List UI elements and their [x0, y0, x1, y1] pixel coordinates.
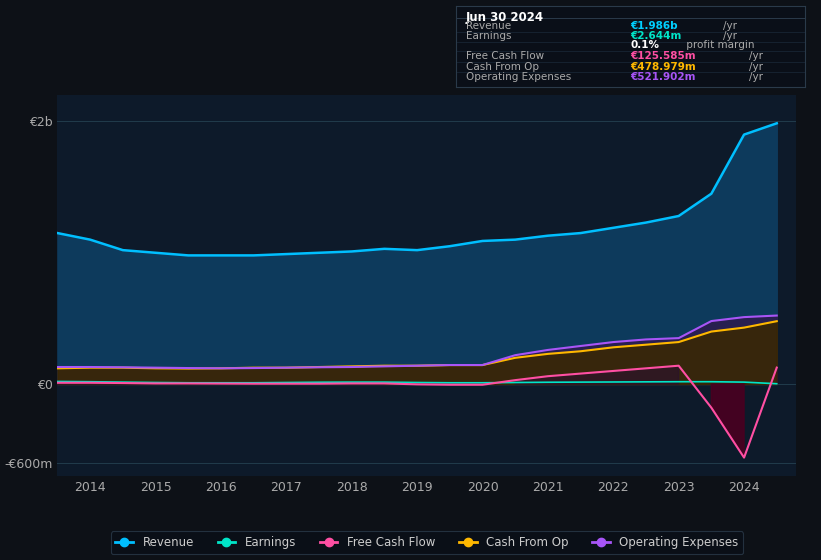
Text: Revenue: Revenue: [466, 21, 511, 31]
Text: /yr: /yr: [750, 72, 764, 82]
Text: 0.1%: 0.1%: [631, 40, 659, 50]
Text: profit margin: profit margin: [683, 40, 754, 50]
Text: Operating Expenses: Operating Expenses: [466, 72, 571, 82]
Text: €2.644m: €2.644m: [631, 31, 681, 41]
Text: /yr: /yr: [723, 31, 737, 41]
Text: Jun 30 2024: Jun 30 2024: [466, 11, 544, 24]
Text: €1.986b: €1.986b: [631, 21, 678, 31]
Text: Free Cash Flow: Free Cash Flow: [466, 51, 544, 61]
Text: Earnings: Earnings: [466, 31, 511, 41]
Text: /yr: /yr: [723, 21, 737, 31]
Text: Cash From Op: Cash From Op: [466, 62, 539, 72]
Text: /yr: /yr: [750, 51, 764, 61]
Text: /yr: /yr: [750, 62, 764, 72]
Text: €521.902m: €521.902m: [631, 72, 695, 82]
Text: €125.585m: €125.585m: [631, 51, 695, 61]
Text: €478.979m: €478.979m: [631, 62, 696, 72]
Legend: Revenue, Earnings, Free Cash Flow, Cash From Op, Operating Expenses: Revenue, Earnings, Free Cash Flow, Cash …: [111, 531, 743, 554]
